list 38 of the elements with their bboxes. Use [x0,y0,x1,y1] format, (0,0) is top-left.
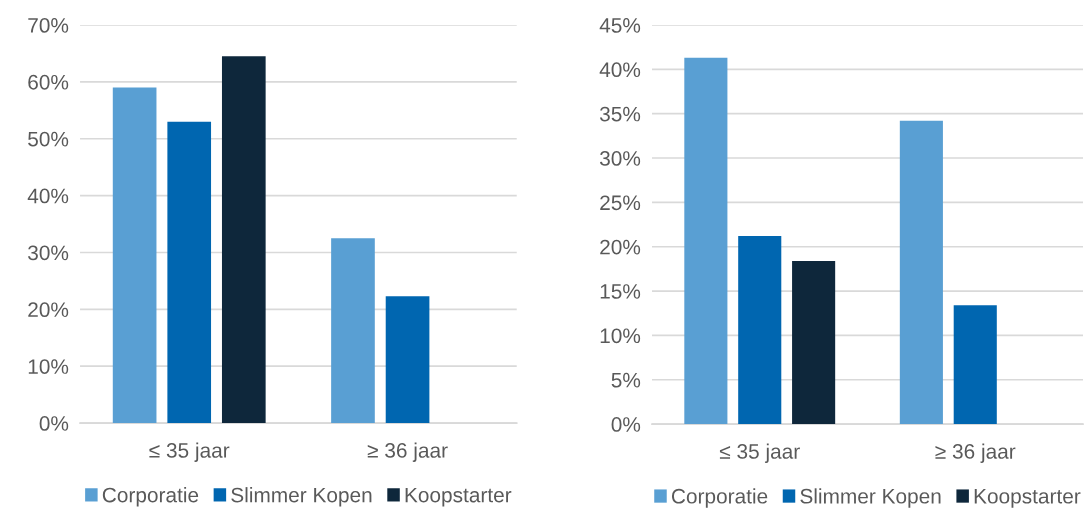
bar [899,120,943,425]
y-tick-label: 35% [599,106,641,122]
x-tick-label: ≤ 35 jaar [719,443,800,463]
legend-label: Corporatie [671,488,768,508]
bar [112,87,157,424]
y-tick-label: 30% [599,151,641,166]
y-tick-label: 10% [28,359,69,374]
bar [684,57,728,425]
legend-label: Slimmer Kopen [800,488,941,508]
bar [167,121,212,424]
y-tick-label: 0% [39,416,69,431]
y-tick-label: 40% [27,188,69,204]
bar [953,305,997,425]
y-tick-label: 0% [611,417,641,432]
bar [385,296,430,424]
x-tick-label: ≥ 36 jaar [935,443,1016,463]
y-tick-label: 45% [599,18,641,33]
bar [331,238,375,424]
y-tick-label: 50% [28,131,69,147]
y-tick-label: 25% [600,195,641,211]
bar [792,260,836,425]
x-tick-label: ≤ 35 jaar [149,442,230,462]
bar [738,236,782,425]
bar [221,56,266,424]
legend-label: Koopstarter [974,489,1081,508]
y-tick-label: 20% [600,239,641,255]
y-tick-label: 10% [600,328,641,344]
legend-label: Slimmer Kopen [231,487,372,507]
y-tick-label: 20% [28,302,69,318]
y-tick-label: 60% [28,74,69,90]
legend-label: Corporatie [102,487,199,507]
y-tick-label: 40% [599,62,641,78]
y-tick-label: 5% [611,372,641,388]
y-tick-label: 70% [28,18,69,33]
legend-label: Koopstarter [405,487,512,507]
y-tick-label: 15% [600,284,641,299]
y-tick-label: 30% [28,245,69,261]
x-tick-label: ≥ 36 jaar [367,442,448,462]
